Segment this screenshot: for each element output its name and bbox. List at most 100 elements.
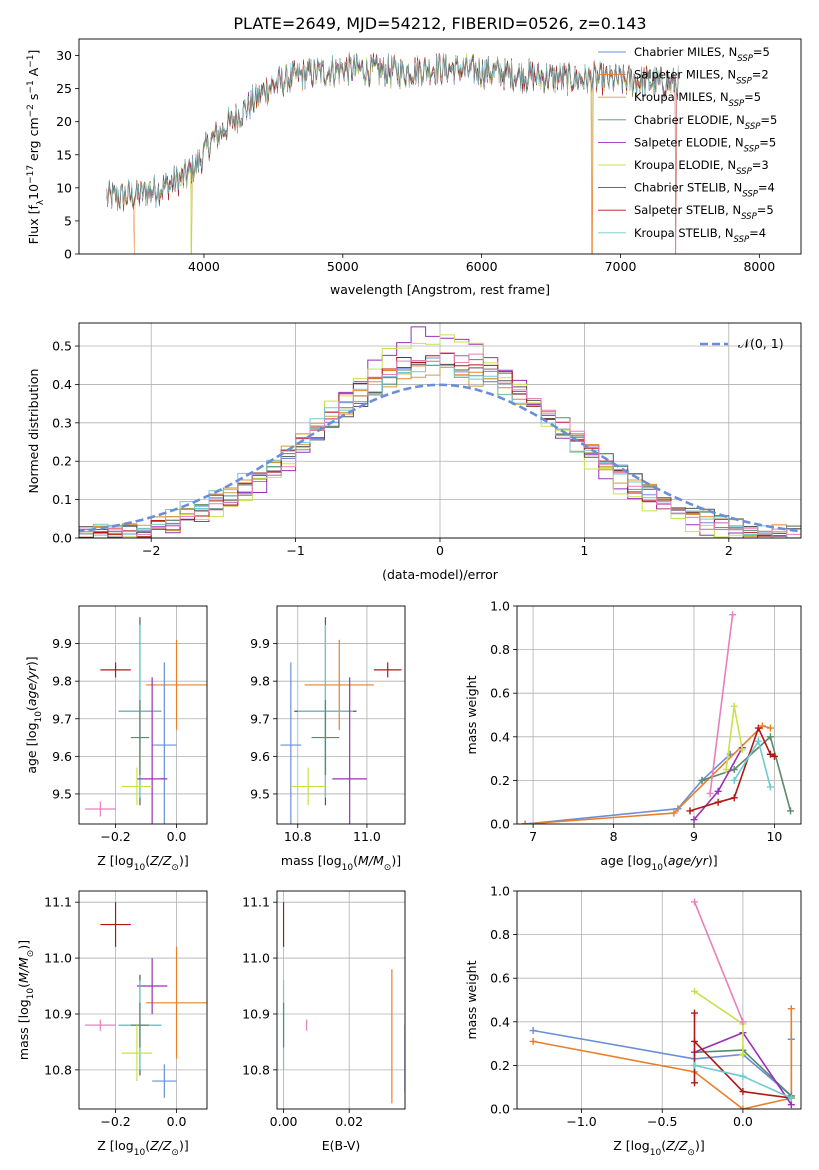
weight-marker	[690, 816, 698, 824]
y-tick-label: 10.9	[44, 1006, 72, 1021]
legend-text: Kroupa STELIB, N	[634, 226, 734, 240]
y-tick-label: 0.6	[490, 971, 510, 986]
x-axis-label-part: (	[145, 853, 150, 868]
y-tick-label: 11.0	[44, 951, 72, 966]
spectrum-line	[106, 51, 679, 208]
weight-marker	[698, 776, 706, 784]
weight-line	[524, 725, 771, 824]
legend-label: Chabrier STELIB, NSSP=4	[634, 181, 775, 200]
legend-text: Salpeter STELIB, N	[634, 203, 741, 217]
x-tick-label: 4000	[188, 259, 220, 274]
legend-sub: SSP	[744, 144, 760, 154]
plot-area	[85, 617, 207, 824]
legend-text: Kroupa ELODIE, N	[634, 158, 736, 172]
legend-text: Chabrier MILES, N	[634, 45, 737, 59]
y-tick-label: 0	[64, 247, 72, 262]
weight-marker	[691, 1079, 698, 1087]
y-tick-label: 0.4	[490, 1014, 510, 1029]
weight-marker	[529, 1037, 537, 1045]
weight-marker	[739, 1018, 747, 1026]
weight-line	[532, 1008, 793, 1109]
y-tick-label: 10.8	[242, 1062, 270, 1077]
x-tick-label: −0.2	[100, 829, 130, 844]
y-axis-label-part: ⊙	[26, 950, 36, 958]
axes-frame	[78, 38, 802, 255]
legend-label: Chabrier ELODIE, NSSP=5	[634, 113, 777, 132]
x-axis-label: age [log10(age/yr)]	[600, 853, 717, 873]
x-tick-label: −1.0	[566, 1114, 596, 1129]
legend-sub: SSP	[736, 77, 752, 87]
weight-marker	[691, 1061, 698, 1069]
axes-frame	[78, 322, 802, 539]
weight-marker	[766, 724, 774, 732]
x-tick-label: 10	[766, 829, 782, 844]
y-axis-label-part: erg cm	[26, 117, 41, 165]
y-axis-label: mass [log10(M/M⊙)]	[16, 940, 36, 1060]
weight-line	[524, 753, 731, 824]
plot-age-weight: 7 8 9 10 0.0 0.2 0.4 0.6 0.8 1.0 mass weight age [l…	[464, 599, 802, 873]
y-axis-label: mass weight	[464, 675, 479, 754]
y-tick-label: 9.8	[250, 674, 270, 689]
legend-text: Kroupa MILES, N	[634, 90, 729, 104]
x-axis-label-part: 10	[652, 863, 664, 873]
legend-sub: SSP	[729, 99, 745, 109]
plot-area	[280, 617, 402, 824]
y-axis-label-part: −1	[26, 55, 36, 68]
y-axis-label-part: (	[16, 983, 31, 988]
x-tick-label: 0.0	[167, 829, 187, 844]
x-tick-label: 0.0	[733, 1114, 753, 1129]
x-axis-label-part: 10	[134, 863, 146, 873]
x-tick-label: −1	[286, 543, 304, 558]
y-tick-label: 0.5	[52, 339, 72, 354]
y-tick-label: 0.3	[52, 415, 72, 430]
weight-marker	[729, 611, 737, 619]
x-tick-label: 7000	[605, 259, 637, 274]
x-tick-label: 7	[529, 829, 537, 844]
y-axis-label-part: A	[26, 67, 41, 80]
legend-tail: =4	[758, 181, 775, 195]
plot-area	[106, 51, 679, 254]
x-axis-label: Z [log10(Z/Z⊙)]	[613, 1138, 704, 1158]
weight-marker	[714, 787, 722, 795]
y-axis-label-part: −2	[26, 104, 36, 117]
y-tick-label: 0.2	[52, 454, 72, 469]
x-tick-label: −0.5	[647, 1114, 677, 1129]
weight-marker	[787, 807, 795, 815]
x-tick-label: 1	[580, 543, 588, 558]
weight-line	[693, 747, 743, 821]
weight-marker	[706, 789, 714, 797]
y-axis-label: Flux [fλ10−17 erg cm−2 s−1 A−1]	[26, 50, 46, 245]
legend-tail: =5	[753, 45, 770, 59]
plot-area	[521, 611, 795, 824]
x-tick-label: 8000	[743, 259, 775, 274]
legend-label: 𝒩(0, 1)	[738, 336, 784, 351]
y-tick-label: 9.7	[250, 711, 270, 726]
x-tick-label: 10.8	[284, 829, 312, 844]
y-tick-label: 9.8	[52, 674, 72, 689]
y-axis-label-part: mass [log	[16, 999, 31, 1060]
weight-marker	[730, 702, 738, 710]
x-tick-label: 9	[690, 829, 698, 844]
y-axis-label-part: Flux [f	[26, 205, 41, 245]
x-tick-label: 0	[436, 543, 444, 558]
legend-text: Chabrier STELIB, N	[634, 181, 742, 195]
x-axis-label-part: )]	[179, 853, 189, 868]
x-axis-label-part: ⊙	[687, 1148, 695, 1158]
y-axis-label-part: 10	[34, 711, 44, 723]
legend-sub: SSP	[741, 212, 757, 222]
normal-curve	[79, 383, 801, 533]
y-tick-label: 0.1	[52, 492, 72, 507]
y-tick-label: 11.0	[242, 951, 270, 966]
x-tick-label: 5000	[327, 259, 359, 274]
plot-z-weight: −1.0 −0.5 0.0 0.0 0.2 0.4 0.6 0.8 1.0 mass weight…	[464, 884, 802, 1158]
y-axis-label-part: λ	[36, 199, 46, 205]
x-axis-label-part: 10	[650, 1148, 662, 1158]
legend-sub: SSP	[737, 54, 753, 64]
plot-area	[85, 902, 207, 1098]
weight-marker	[686, 807, 694, 815]
x-axis-label-part: Z/Z	[665, 1138, 688, 1153]
weight-line	[709, 614, 734, 794]
x-tick-label: 11.0	[353, 829, 381, 844]
